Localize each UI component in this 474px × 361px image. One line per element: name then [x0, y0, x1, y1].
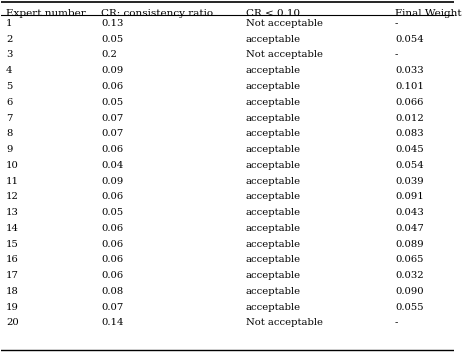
- Text: 18: 18: [6, 287, 19, 296]
- Text: 0.033: 0.033: [395, 66, 424, 75]
- Text: 0.07: 0.07: [101, 129, 123, 138]
- Text: -: -: [395, 318, 398, 327]
- Text: acceptable: acceptable: [246, 224, 301, 233]
- Text: 0.05: 0.05: [101, 35, 123, 44]
- Text: 0.012: 0.012: [395, 113, 424, 122]
- Text: CR: consistency ratio: CR: consistency ratio: [101, 9, 213, 18]
- Text: 10: 10: [6, 161, 19, 170]
- Text: 12: 12: [6, 192, 19, 201]
- Text: 0.083: 0.083: [395, 129, 424, 138]
- Text: 0.07: 0.07: [101, 303, 123, 312]
- Text: acceptable: acceptable: [246, 145, 301, 154]
- Text: 2: 2: [6, 35, 12, 44]
- Text: 0.08: 0.08: [101, 287, 123, 296]
- Text: 0.054: 0.054: [395, 35, 424, 44]
- Text: 0.065: 0.065: [395, 255, 423, 264]
- Text: 11: 11: [6, 177, 19, 186]
- Text: acceptable: acceptable: [246, 287, 301, 296]
- Text: 0.06: 0.06: [101, 255, 123, 264]
- Text: acceptable: acceptable: [246, 192, 301, 201]
- Text: 13: 13: [6, 208, 19, 217]
- Text: 3: 3: [6, 51, 12, 60]
- Text: 6: 6: [6, 98, 12, 107]
- Text: 0.066: 0.066: [395, 98, 423, 107]
- Text: 16: 16: [6, 255, 18, 264]
- Text: 0.14: 0.14: [101, 318, 123, 327]
- Text: 0.09: 0.09: [101, 177, 123, 186]
- Text: 5: 5: [6, 82, 12, 91]
- Text: 0.06: 0.06: [101, 192, 123, 201]
- Text: 9: 9: [6, 145, 12, 154]
- Text: acceptable: acceptable: [246, 113, 301, 122]
- Text: 0.039: 0.039: [395, 177, 424, 186]
- Text: 0.091: 0.091: [395, 192, 424, 201]
- Text: 0.06: 0.06: [101, 82, 123, 91]
- Text: acceptable: acceptable: [246, 255, 301, 264]
- Text: 14: 14: [6, 224, 19, 233]
- Text: -: -: [395, 51, 398, 60]
- Text: -: -: [395, 19, 398, 28]
- Text: 0.090: 0.090: [395, 287, 424, 296]
- Text: Not acceptable: Not acceptable: [246, 318, 323, 327]
- Text: 0.07: 0.07: [101, 113, 123, 122]
- Text: acceptable: acceptable: [246, 271, 301, 280]
- Text: 1: 1: [6, 19, 12, 28]
- Text: 0.089: 0.089: [395, 240, 424, 249]
- Text: 8: 8: [6, 129, 12, 138]
- Text: 0.047: 0.047: [395, 224, 424, 233]
- Text: 0.06: 0.06: [101, 145, 123, 154]
- Text: 0.13: 0.13: [101, 19, 123, 28]
- Text: Not acceptable: Not acceptable: [246, 51, 323, 60]
- Text: 0.06: 0.06: [101, 271, 123, 280]
- Text: 0.05: 0.05: [101, 208, 123, 217]
- Text: 0.055: 0.055: [395, 303, 424, 312]
- Text: acceptable: acceptable: [246, 35, 301, 44]
- Text: 15: 15: [6, 240, 19, 249]
- Text: acceptable: acceptable: [246, 177, 301, 186]
- Text: acceptable: acceptable: [246, 66, 301, 75]
- Text: 19: 19: [6, 303, 19, 312]
- Text: acceptable: acceptable: [246, 208, 301, 217]
- Text: acceptable: acceptable: [246, 303, 301, 312]
- Text: 0.06: 0.06: [101, 240, 123, 249]
- Text: 20: 20: [6, 318, 18, 327]
- Text: 4: 4: [6, 66, 12, 75]
- Text: acceptable: acceptable: [246, 161, 301, 170]
- Text: acceptable: acceptable: [246, 129, 301, 138]
- Text: acceptable: acceptable: [246, 240, 301, 249]
- Text: acceptable: acceptable: [246, 82, 301, 91]
- Text: 17: 17: [6, 271, 19, 280]
- Text: Final Weight: Final Weight: [395, 9, 462, 18]
- Text: acceptable: acceptable: [246, 98, 301, 107]
- Text: 0.101: 0.101: [395, 82, 424, 91]
- Text: CR < 0.10: CR < 0.10: [246, 9, 300, 18]
- Text: 0.032: 0.032: [395, 271, 424, 280]
- Text: Expert number: Expert number: [6, 9, 86, 18]
- Text: 7: 7: [6, 113, 12, 122]
- Text: 0.06: 0.06: [101, 224, 123, 233]
- Text: Not acceptable: Not acceptable: [246, 19, 323, 28]
- Text: 0.054: 0.054: [395, 161, 424, 170]
- Text: 0.04: 0.04: [101, 161, 123, 170]
- Text: 0.043: 0.043: [395, 208, 424, 217]
- Text: 0.09: 0.09: [101, 66, 123, 75]
- Text: 0.045: 0.045: [395, 145, 424, 154]
- Text: 0.05: 0.05: [101, 98, 123, 107]
- Text: 0.2: 0.2: [101, 51, 117, 60]
